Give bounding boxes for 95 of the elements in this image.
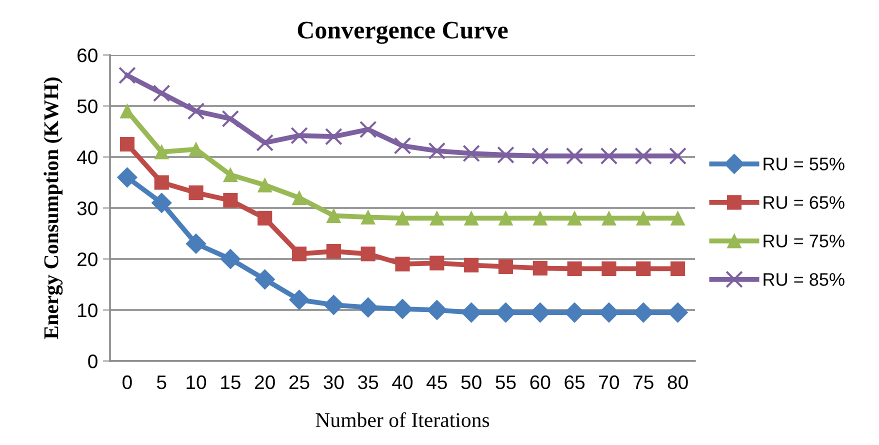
point (324, 128, 342, 146)
point (428, 142, 446, 160)
x-tick-label: 80 (668, 375, 688, 390)
y-tick-label: 50 (77, 99, 98, 114)
point (188, 185, 204, 200)
point (532, 260, 548, 276)
x-tick-label: 35 (358, 375, 378, 390)
point (117, 167, 138, 188)
legend-label: RU = 55% (764, 158, 844, 170)
point (670, 261, 686, 276)
point (222, 110, 240, 128)
point (118, 66, 136, 84)
point (359, 120, 377, 138)
x-tick-label: 50 (461, 375, 482, 390)
point (426, 300, 448, 320)
point (254, 269, 276, 290)
point (120, 136, 134, 152)
point (289, 290, 310, 310)
point (324, 294, 344, 316)
point (326, 208, 341, 223)
y-tick-label: 20 (78, 252, 98, 266)
point (258, 178, 272, 192)
point (392, 298, 413, 320)
y-tick-label: 0 (88, 354, 98, 368)
point (152, 84, 170, 102)
point (151, 192, 172, 214)
x-tick-label: 60 (530, 375, 550, 390)
x-tick-label: 5 (156, 376, 166, 390)
point (566, 147, 584, 165)
point (602, 261, 616, 276)
point (395, 210, 410, 226)
point (464, 258, 479, 272)
point (290, 126, 308, 144)
x-tick-label: 0 (122, 375, 132, 390)
point (360, 246, 376, 262)
point (223, 193, 238, 208)
y-tick-label: 30 (77, 201, 98, 216)
legend-label: RU = 65% (764, 196, 844, 209)
y-tick-label: 60 (78, 48, 98, 62)
point (498, 210, 514, 226)
point (154, 144, 169, 160)
point (358, 297, 378, 318)
point (120, 104, 134, 118)
x-tick-label: 75 (634, 376, 654, 390)
y-tick-label: 10 (78, 303, 98, 318)
point (188, 142, 204, 157)
y-tick-label: 40 (77, 150, 98, 164)
point (430, 210, 444, 226)
point (430, 256, 444, 270)
point (600, 147, 618, 165)
point (669, 147, 686, 165)
point (154, 175, 169, 190)
point (532, 210, 548, 226)
point (292, 246, 307, 262)
point (461, 302, 482, 323)
x-axis-title: Number of Iterations (316, 412, 490, 428)
point (496, 302, 516, 323)
x-tick-label: 40 (392, 375, 413, 390)
x-tick-label: 45 (426, 376, 447, 390)
point (223, 168, 238, 182)
point (462, 144, 480, 162)
x-tick-label: 10 (186, 375, 206, 390)
chart-title: Convergence Curve (298, 22, 508, 44)
point (498, 259, 514, 274)
point (531, 147, 549, 165)
point (497, 146, 514, 164)
point (634, 147, 652, 165)
point (567, 261, 582, 276)
point (394, 137, 412, 154)
y-axis-title: Energy Consumption (KWH) (44, 78, 63, 340)
x-tick-label: 70 (599, 375, 620, 390)
legend-label: RU = 85% (764, 273, 844, 286)
x-tick-label: 15 (221, 376, 240, 390)
point (360, 210, 376, 224)
point (292, 190, 307, 206)
x-tick-label: 20 (255, 375, 275, 390)
point (326, 244, 341, 259)
point (567, 210, 582, 226)
point (395, 256, 410, 272)
x-tick-label: 65 (564, 375, 585, 390)
point (636, 210, 651, 226)
legend-label: RU = 75% (764, 234, 844, 248)
point (187, 102, 205, 120)
point (258, 210, 272, 226)
point (186, 234, 206, 254)
point (220, 248, 241, 270)
point (602, 210, 616, 226)
point (256, 134, 274, 152)
x-tick-label: 55 (496, 376, 516, 390)
point (668, 302, 688, 323)
point (636, 261, 651, 276)
point (464, 210, 479, 226)
point (670, 210, 686, 226)
x-tick-label: 25 (289, 375, 310, 390)
x-tick-label: 30 (324, 375, 344, 390)
